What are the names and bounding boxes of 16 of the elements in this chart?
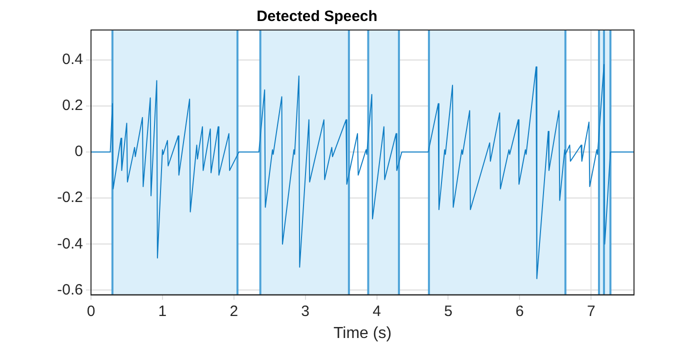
x-tick-label: 5 bbox=[444, 302, 452, 320]
x-axis-title: Time (s) bbox=[333, 324, 392, 342]
x-tick-label: 6 bbox=[516, 302, 524, 320]
y-tick-label: -0.6 bbox=[57, 281, 83, 298]
y-tick-label: 0 bbox=[74, 143, 83, 160]
y-tick-label: -0.2 bbox=[57, 189, 83, 206]
x-tick-label: 7 bbox=[586, 302, 596, 320]
x-tick-label: 2 bbox=[230, 302, 238, 320]
x-tick-label: 3 bbox=[301, 302, 310, 320]
x-tick-label: 0 bbox=[86, 302, 96, 320]
x-tick-label: 4 bbox=[372, 302, 381, 320]
chart-title: Detected Speech bbox=[256, 8, 378, 26]
x-tick-label: 1 bbox=[158, 302, 167, 320]
y-tick-label: -0.4 bbox=[57, 235, 83, 252]
y-tick-label: 0.4 bbox=[62, 51, 83, 68]
y-tick-label: 0.2 bbox=[62, 97, 83, 114]
